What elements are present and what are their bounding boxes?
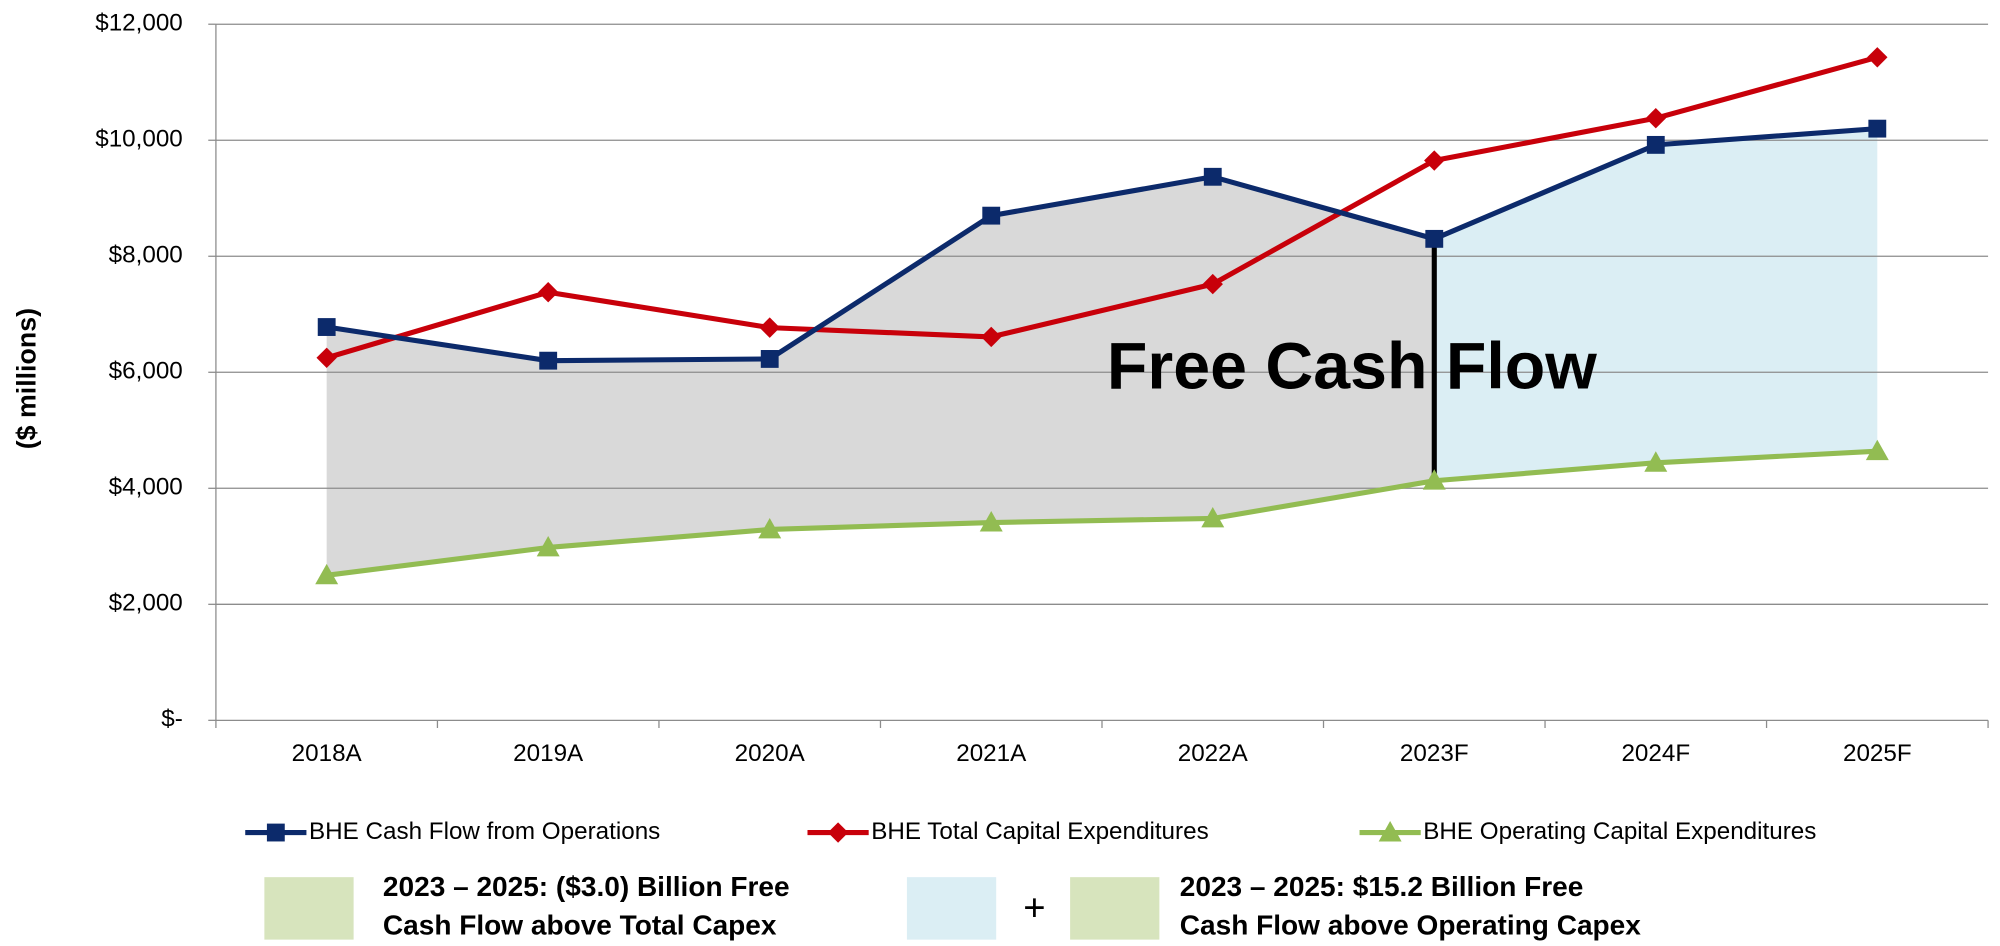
x-tick-label: 2023F [1400, 740, 1469, 767]
x-tick-label: 2019A [513, 740, 584, 767]
point [315, 563, 339, 585]
point [1645, 107, 1666, 129]
plus-swatch [906, 877, 997, 940]
note-text: Cash Flow above Operating Capex [1180, 909, 1641, 940]
point [1646, 135, 1665, 154]
x-tick-label: 2020A [735, 740, 806, 767]
y-tick-label: $4,000 [109, 474, 183, 501]
legend-label: BHE Operating Capital Expenditures [1423, 818, 1816, 845]
point [536, 535, 560, 557]
point [1644, 451, 1668, 472]
area-fcf-forecast [1434, 128, 1878, 481]
point [760, 350, 779, 368]
point [1201, 506, 1225, 528]
point [539, 351, 558, 370]
annotation: Free Cash Flow [1107, 330, 1597, 404]
point [1868, 119, 1887, 138]
point [1202, 273, 1223, 295]
y-tick-label: $12,000 [95, 10, 183, 37]
point [758, 518, 782, 539]
point [1203, 167, 1222, 186]
note-text: 2023 – 2025: ($3.0) Billion Free [383, 871, 790, 902]
y-tick-label: $6,000 [109, 358, 183, 385]
point [316, 347, 337, 368]
x-tick-label: 2024F [1621, 740, 1690, 767]
x-tick-label: 2022A [1178, 740, 1249, 767]
point [1424, 150, 1445, 171]
legend-marker [1378, 821, 1402, 842]
point [981, 326, 1002, 348]
y-tick-label: $8,000 [109, 242, 183, 269]
legend-label: BHE Cash Flow from Operations [309, 818, 660, 845]
area-fcf-actual [326, 176, 1435, 576]
legend-marker [266, 823, 285, 842]
note-text: Cash Flow above Total Capex [383, 909, 777, 940]
legend-label: BHE Total Capital Expenditures [871, 818, 1208, 845]
y-axis-label: ($ millions) [12, 308, 42, 449]
x-tick-label: 2025F [1843, 740, 1912, 767]
plus: + [1023, 886, 1045, 929]
note-swatch [1070, 877, 1160, 940]
point [1865, 439, 1889, 461]
line-series [325, 54, 1878, 361]
point [759, 317, 780, 338]
point [1867, 47, 1888, 68]
point [1425, 229, 1444, 248]
point [982, 206, 1001, 225]
point [1422, 469, 1446, 490]
legend-marker [827, 822, 849, 843]
note-swatch [264, 877, 354, 940]
line-series [326, 126, 1878, 364]
y-tick-label: $- [161, 706, 183, 733]
y-tick-label: $10,000 [95, 126, 183, 153]
line-series [326, 448, 1878, 578]
x-tick-label: 2021A [956, 740, 1027, 767]
note-text: 2023 – 2025: $15.2 Billion Free [1180, 871, 1584, 902]
point [979, 511, 1003, 532]
point [537, 282, 559, 303]
y-tick-label: $2,000 [109, 590, 183, 617]
point [317, 318, 336, 336]
x-tick-label: 2018A [292, 740, 363, 767]
